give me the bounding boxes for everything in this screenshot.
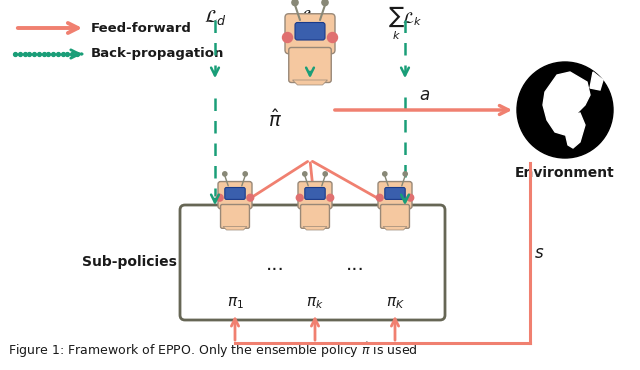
- Polygon shape: [590, 72, 603, 90]
- Text: $\hat{\pi}$: $\hat{\pi}$: [268, 109, 282, 131]
- Text: Figure 1: Framework of EPPO. Only the ensemble policy $\hat{\pi}$ is used: Figure 1: Framework of EPPO. Only the en…: [8, 341, 418, 360]
- Text: a: a: [419, 86, 429, 104]
- Polygon shape: [223, 226, 247, 230]
- Polygon shape: [565, 113, 585, 148]
- FancyBboxPatch shape: [289, 47, 332, 83]
- Circle shape: [517, 62, 613, 158]
- Circle shape: [323, 172, 327, 176]
- Circle shape: [327, 194, 333, 201]
- Circle shape: [247, 194, 253, 201]
- Circle shape: [216, 194, 223, 201]
- Circle shape: [296, 194, 303, 201]
- Circle shape: [292, 0, 298, 6]
- Circle shape: [322, 0, 328, 6]
- FancyBboxPatch shape: [180, 205, 445, 320]
- FancyBboxPatch shape: [225, 188, 245, 199]
- Text: $\pi_k$: $\pi_k$: [306, 295, 324, 311]
- Text: $\pi_1$: $\pi_1$: [227, 295, 243, 311]
- FancyBboxPatch shape: [285, 14, 335, 54]
- FancyBboxPatch shape: [295, 23, 325, 40]
- Text: $\pi_K$: $\pi_K$: [385, 295, 404, 311]
- Text: Feed-forward: Feed-forward: [91, 21, 192, 34]
- Circle shape: [383, 172, 387, 176]
- Text: ...: ...: [266, 256, 284, 275]
- Circle shape: [303, 172, 307, 176]
- FancyBboxPatch shape: [305, 188, 325, 199]
- Circle shape: [376, 194, 383, 201]
- Text: Sub-policies: Sub-policies: [82, 255, 177, 269]
- Polygon shape: [303, 226, 327, 230]
- FancyBboxPatch shape: [385, 188, 405, 199]
- Text: Back-propagation: Back-propagation: [91, 47, 225, 61]
- Polygon shape: [383, 226, 407, 230]
- Polygon shape: [543, 72, 590, 135]
- Circle shape: [243, 172, 247, 176]
- FancyBboxPatch shape: [381, 205, 410, 228]
- Text: $\mathcal{L}_d$: $\mathcal{L}_d$: [204, 8, 227, 27]
- FancyBboxPatch shape: [301, 205, 330, 228]
- Circle shape: [407, 194, 413, 201]
- FancyBboxPatch shape: [218, 182, 252, 209]
- FancyBboxPatch shape: [221, 205, 250, 228]
- FancyBboxPatch shape: [298, 182, 332, 209]
- Text: ...: ...: [346, 256, 364, 275]
- Text: Environment: Environment: [515, 166, 615, 180]
- Text: $\mathcal{L}_e$: $\mathcal{L}_e$: [299, 8, 321, 27]
- Polygon shape: [292, 80, 328, 85]
- Circle shape: [403, 172, 407, 176]
- Circle shape: [282, 33, 292, 43]
- Circle shape: [223, 172, 227, 176]
- FancyBboxPatch shape: [378, 182, 412, 209]
- Text: $\sum_k \mathcal{L}_k$: $\sum_k \mathcal{L}_k$: [388, 5, 422, 43]
- Text: s: s: [535, 244, 543, 262]
- Circle shape: [328, 33, 337, 43]
